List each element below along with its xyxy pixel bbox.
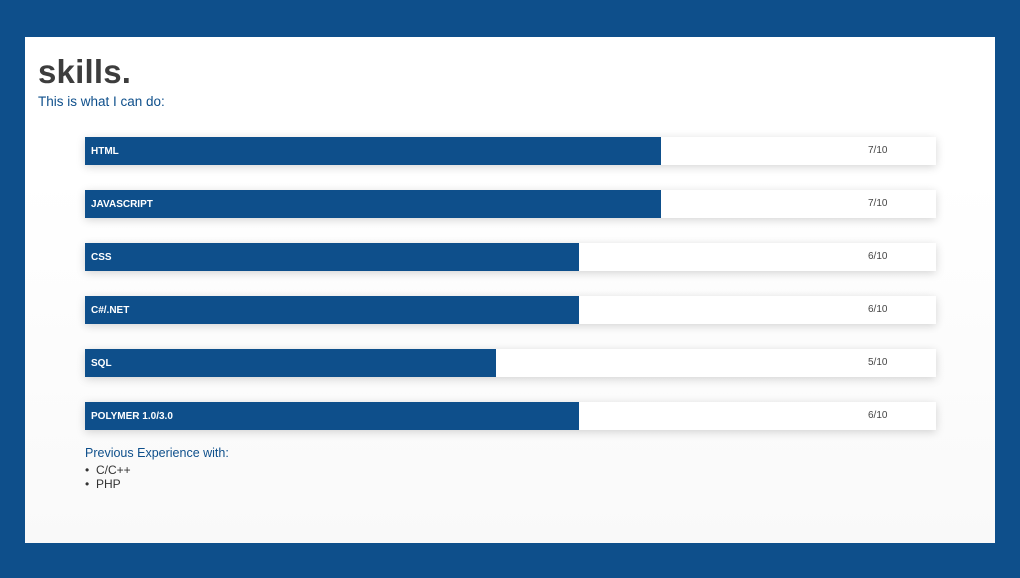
skill-name: POLYMER 1.0/3.0: [91, 411, 173, 422]
skill-score: 7/10: [868, 145, 888, 156]
skill-bar-fill: [85, 137, 662, 165]
skill-name: CSS: [91, 252, 112, 263]
list-item-label: PHP: [96, 477, 121, 491]
skills-list: HTML 7/10 JAVASCRIPT 7/10 CSS 6/10 C#/.N…: [85, 137, 936, 455]
bullet-icon: •: [85, 477, 90, 491]
list-item-label: C/C++: [96, 463, 131, 477]
skill-bar-fill: [85, 402, 579, 430]
skill-bar-fill: [85, 296, 579, 324]
skill-bar-polymer: POLYMER 1.0/3.0 6/10: [85, 402, 936, 430]
skill-score: 6/10: [868, 251, 888, 262]
skill-name: SQL: [91, 358, 112, 369]
skill-name: HTML: [91, 146, 119, 157]
list-item: • C/C++: [85, 463, 131, 477]
previous-experience-list: • C/C++ • PHP: [85, 463, 131, 491]
skills-card: skills. This is what I can do: HTML 7/10…: [25, 37, 995, 543]
skill-bar-css: CSS 6/10: [85, 243, 936, 271]
skill-bar-javascript: JAVASCRIPT 7/10: [85, 190, 936, 218]
skill-bar-sql: SQL 5/10: [85, 349, 936, 377]
skill-score: 6/10: [868, 304, 888, 315]
page-subtitle: This is what I can do:: [38, 94, 165, 109]
page-title: skills.: [38, 53, 132, 90]
skill-bar-fill: [85, 190, 662, 218]
previous-experience-heading: Previous Experience with:: [85, 446, 229, 460]
skill-bar-fill: [85, 349, 497, 377]
skill-name: JAVASCRIPT: [91, 199, 153, 210]
skill-bar-html: HTML 7/10: [85, 137, 936, 165]
skill-name: C#/.NET: [91, 305, 130, 316]
skill-bar-csharp-dotnet: C#/.NET 6/10: [85, 296, 936, 324]
bullet-icon: •: [85, 463, 90, 477]
skill-score: 6/10: [868, 410, 888, 421]
skill-bar-fill: [85, 243, 579, 271]
list-item: • PHP: [85, 477, 131, 491]
skill-score: 5/10: [868, 357, 888, 368]
skill-score: 7/10: [868, 198, 888, 209]
